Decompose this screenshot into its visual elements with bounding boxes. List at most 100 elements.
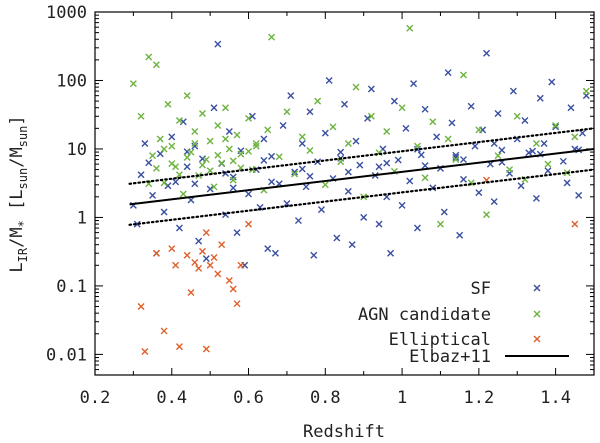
- point-agn-candidate: [206, 167, 214, 175]
- point-elliptical: [218, 241, 226, 249]
- point-sf: [183, 163, 191, 171]
- point-sf: [552, 123, 560, 131]
- x-tick-label: 1: [397, 388, 407, 408]
- point-sf: [521, 117, 529, 125]
- point-elliptical: [187, 289, 195, 297]
- point-agn-candidate: [222, 104, 230, 112]
- point-agn-candidate: [222, 135, 230, 143]
- legend-marker: [533, 284, 541, 292]
- fit-line-dotted-2: [128, 168, 596, 226]
- point-sf: [137, 171, 145, 179]
- point-elliptical: [172, 261, 180, 269]
- point-sf: [367, 85, 375, 93]
- point-sf: [306, 108, 314, 116]
- point-agn-candidate: [152, 164, 160, 172]
- point-agn-candidate: [149, 152, 157, 160]
- point-elliptical: [137, 303, 145, 311]
- point-agn-candidate: [129, 80, 137, 88]
- point-sf: [341, 100, 348, 108]
- point-sf: [575, 191, 583, 199]
- point-elliptical: [141, 348, 149, 356]
- point-sf: [383, 159, 391, 167]
- point-sf: [456, 231, 464, 239]
- point-agn-candidate: [156, 135, 164, 143]
- point-sf: [364, 114, 372, 122]
- plot-frame: [94, 11, 595, 376]
- point-agn-candidate: [475, 126, 483, 134]
- point-sf: [459, 175, 467, 183]
- point-sf: [337, 148, 345, 156]
- point-sf: [233, 229, 241, 237]
- point-agn-candidate: [513, 112, 521, 120]
- point-agn-candidate: [483, 211, 491, 219]
- point-sf: [287, 92, 295, 100]
- point-elliptical: [160, 327, 168, 335]
- point-sf: [578, 129, 586, 137]
- point-sf: [559, 157, 567, 165]
- point-sf: [494, 109, 502, 117]
- point-elliptical: [229, 285, 237, 293]
- point-elliptical: [183, 251, 191, 259]
- point-elliptical: [206, 261, 214, 269]
- point-sf: [191, 180, 199, 188]
- point-agn-candidate: [337, 158, 345, 166]
- y-tick-label: 0.1: [56, 277, 87, 297]
- point-agn-candidate: [164, 100, 172, 108]
- point-sf: [402, 124, 410, 132]
- fit-line-dotted-1: [128, 127, 596, 185]
- point-agn-candidate: [202, 156, 210, 164]
- point-agn-candidate: [233, 131, 241, 139]
- point-sf: [352, 137, 360, 145]
- point-agn-candidate: [398, 104, 406, 112]
- point-sf: [448, 119, 456, 127]
- point-sf: [141, 140, 149, 148]
- point-sf: [525, 149, 533, 157]
- point-sf: [483, 49, 491, 57]
- point-sf: [260, 156, 268, 164]
- point-sf: [459, 156, 467, 164]
- point-agn-candidate: [218, 159, 226, 167]
- point-sf: [179, 118, 187, 126]
- point-agn-candidate: [352, 83, 360, 91]
- point-sf: [356, 161, 364, 169]
- point-sf: [344, 187, 352, 195]
- point-agn-candidate: [291, 170, 299, 178]
- y-tick-label: 1: [77, 208, 87, 228]
- point-elliptical: [233, 300, 241, 308]
- point-agn-candidate: [160, 145, 168, 153]
- point-sf: [214, 40, 222, 48]
- point-agn-candidate: [275, 153, 283, 161]
- point-elliptical: [237, 261, 245, 269]
- point-sf: [248, 112, 256, 120]
- point-agn-candidate: [152, 61, 160, 69]
- point-agn-candidate: [406, 24, 414, 32]
- point-agn-candidate: [252, 142, 260, 150]
- point-sf: [567, 104, 575, 112]
- point-sf: [563, 179, 571, 187]
- point-agn-candidate: [175, 171, 183, 179]
- point-sf: [398, 201, 406, 209]
- point-agn-candidate: [245, 114, 253, 122]
- point-agn-candidate: [214, 122, 222, 130]
- point-agn-candidate: [245, 147, 253, 155]
- point-sf: [390, 97, 398, 105]
- point-agn-candidate: [459, 71, 467, 79]
- point-agn-candidate: [175, 117, 183, 125]
- point-agn-candidate: [283, 108, 291, 116]
- point-sf: [302, 183, 310, 191]
- point-agn-candidate: [494, 152, 502, 160]
- point-sf: [452, 154, 460, 162]
- point-sf: [348, 241, 356, 249]
- point-agn-candidate: [168, 142, 176, 150]
- point-elliptical: [214, 270, 222, 278]
- point-sf: [283, 199, 291, 207]
- legend-marker: [533, 335, 541, 343]
- point-sf: [168, 133, 176, 141]
- point-sf: [394, 156, 402, 164]
- point-elliptical: [571, 220, 579, 228]
- legend-label: Elbaz+11: [409, 347, 491, 367]
- point-sf: [444, 69, 452, 77]
- point-sf: [229, 184, 237, 192]
- point-agn-candidate: [552, 122, 560, 130]
